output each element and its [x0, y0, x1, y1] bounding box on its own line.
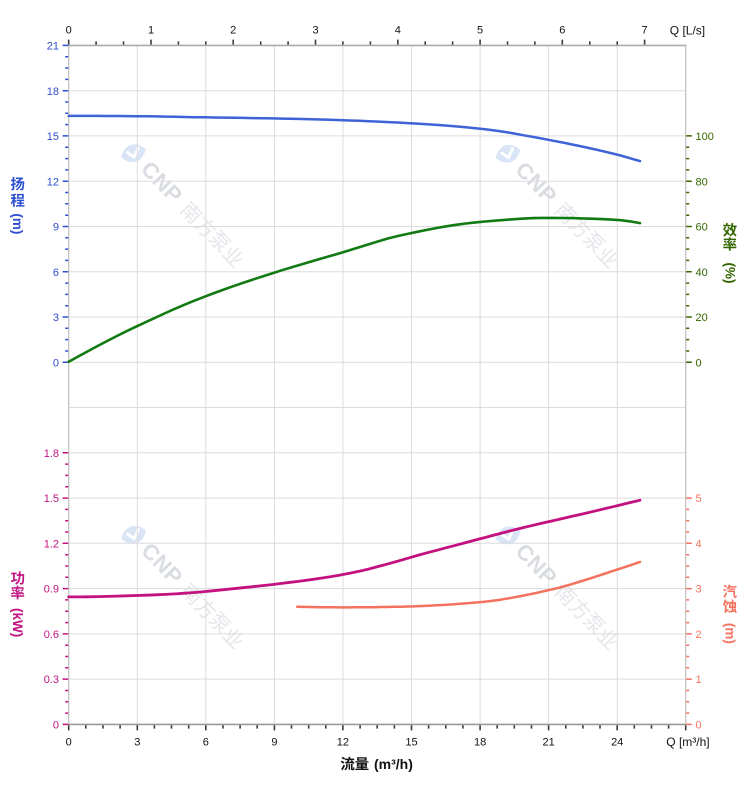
svg-text:0: 0 — [66, 736, 72, 748]
svg-text:6: 6 — [203, 736, 209, 748]
svg-text:0: 0 — [53, 720, 59, 732]
svg-text:21: 21 — [542, 736, 554, 748]
svg-text:Q [m³/h]: Q [m³/h] — [666, 735, 709, 749]
svg-text:80: 80 — [696, 176, 708, 188]
svg-text:5: 5 — [477, 25, 483, 37]
svg-text:60: 60 — [696, 222, 708, 234]
svg-text:9: 9 — [53, 222, 59, 234]
svg-text:1: 1 — [148, 25, 154, 37]
svg-text:15: 15 — [47, 131, 59, 143]
svg-text:3: 3 — [312, 25, 318, 37]
svg-text:9: 9 — [271, 736, 277, 748]
svg-text:0.9: 0.9 — [44, 584, 59, 596]
svg-text:18: 18 — [474, 736, 486, 748]
svg-text:20: 20 — [696, 312, 708, 324]
svg-text:0: 0 — [696, 357, 702, 369]
svg-text:2: 2 — [230, 25, 236, 37]
svg-text:0.6: 0.6 — [44, 629, 59, 641]
svg-text:100: 100 — [696, 131, 714, 143]
svg-text:7: 7 — [642, 25, 648, 37]
svg-text:5: 5 — [696, 493, 702, 505]
svg-text:Q [L/s]: Q [L/s] — [670, 23, 705, 37]
svg-text:3: 3 — [134, 736, 140, 748]
svg-text:1.2: 1.2 — [44, 538, 59, 550]
svg-text:4: 4 — [395, 25, 401, 37]
svg-text:15: 15 — [405, 736, 417, 748]
svg-text:21: 21 — [47, 41, 59, 53]
svg-text:24: 24 — [611, 736, 623, 748]
svg-text:(m): (m) — [10, 213, 25, 234]
svg-text:1.8: 1.8 — [44, 448, 59, 460]
svg-text:(m³/h): (m³/h) — [374, 756, 413, 772]
svg-text:(kW): (kW) — [10, 608, 25, 637]
svg-text:2: 2 — [696, 629, 702, 641]
svg-text:6: 6 — [53, 267, 59, 279]
svg-text:12: 12 — [47, 176, 59, 188]
svg-text:(%): (%) — [722, 263, 737, 284]
svg-text:3: 3 — [696, 584, 702, 596]
svg-text:(m): (m) — [722, 623, 737, 644]
svg-text:40: 40 — [696, 267, 708, 279]
svg-text:3: 3 — [53, 312, 59, 324]
svg-text:0: 0 — [696, 720, 702, 732]
svg-text:1.5: 1.5 — [44, 493, 59, 505]
svg-text:6: 6 — [559, 25, 565, 37]
svg-text:0.3: 0.3 — [44, 674, 59, 686]
svg-text:1: 1 — [696, 674, 702, 686]
svg-text:4: 4 — [696, 538, 702, 550]
svg-text:18: 18 — [47, 86, 59, 98]
svg-text:12: 12 — [337, 736, 349, 748]
svg-text:0: 0 — [66, 25, 72, 37]
svg-text:0: 0 — [53, 357, 59, 369]
